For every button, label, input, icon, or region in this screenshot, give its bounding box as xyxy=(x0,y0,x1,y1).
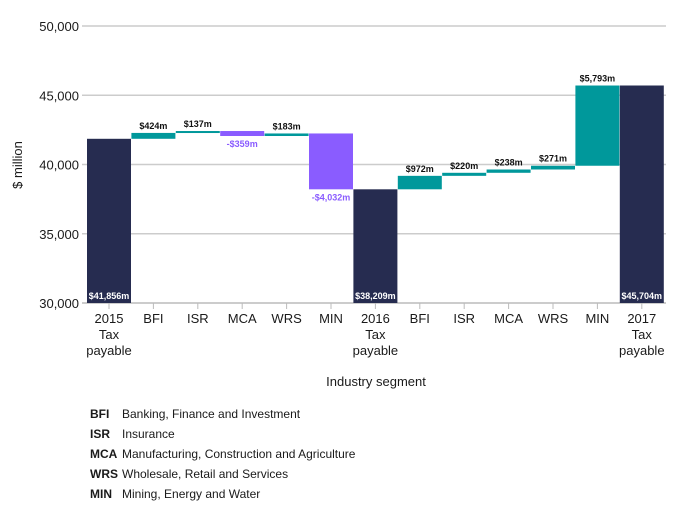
x-category-label: 2016 xyxy=(361,311,390,326)
x-category-label: WRS xyxy=(271,311,302,326)
x-category-label: Tax xyxy=(632,327,653,342)
legend-abbreviation: MIN xyxy=(90,487,112,501)
gridlines xyxy=(82,25,666,304)
value-label: $972m xyxy=(406,164,434,174)
legend-description: Insurance xyxy=(122,427,175,441)
decrease-bar xyxy=(309,133,353,190)
y-axis-title: $ million xyxy=(10,141,25,189)
value-label: $271m xyxy=(539,154,567,164)
increase-bar xyxy=(442,172,487,176)
x-category-label: 2017 xyxy=(627,311,656,326)
decrease-bar xyxy=(220,131,265,136)
value-label: $238m xyxy=(495,157,523,167)
x-category-label: payable xyxy=(353,343,399,358)
value-label: -$359m xyxy=(227,139,258,149)
value-label: -$4,032m xyxy=(312,192,351,202)
legend-item: MCA Manufacturing, Construction and Agric… xyxy=(90,444,355,464)
total-bar xyxy=(87,138,131,303)
legend-description: Banking, Finance and Investment xyxy=(122,407,301,421)
value-label: $5,793m xyxy=(580,74,616,84)
increase-bar xyxy=(175,131,220,134)
value-label: $41,856m xyxy=(89,291,130,301)
x-category-label: ISR xyxy=(453,311,475,326)
increase-bar xyxy=(575,85,620,166)
x-category-label: MIN xyxy=(319,311,343,326)
x-category-label: Tax xyxy=(365,327,386,342)
x-category-label: 2015 xyxy=(95,311,124,326)
value-label: $183m xyxy=(273,121,301,131)
y-axis-ticks: 30,000 35,000 40,000 45,000 50,000 xyxy=(39,19,79,311)
legend-item: WRS Wholesale, Retail and Services xyxy=(90,464,355,484)
total-bar xyxy=(619,85,664,303)
x-category-label: Tax xyxy=(99,327,120,342)
total-bar xyxy=(353,189,398,303)
y-tick-label: 35,000 xyxy=(39,227,79,242)
legend-description: Manufacturing, Construction and Agricult… xyxy=(122,447,356,461)
legend-abbreviation: ISR xyxy=(90,427,111,441)
legend-item: MIN Mining, Energy and Water xyxy=(90,484,355,504)
legend-item: BFI Banking, Finance and Investment xyxy=(90,404,355,424)
value-label: $137m xyxy=(184,119,212,129)
x-category-label: payable xyxy=(619,343,665,358)
value-label: $38,209m xyxy=(355,291,396,301)
x-category-label: WRS xyxy=(538,311,569,326)
x-axis-title: Industry segment xyxy=(326,374,426,389)
value-label: $45,704m xyxy=(622,291,663,301)
increase-bar xyxy=(131,132,176,139)
x-category-label: MCA xyxy=(228,311,257,326)
x-category-label: BFI xyxy=(143,311,163,326)
legend-description: Mining, Energy and Water xyxy=(122,487,261,501)
x-category-label: ISR xyxy=(187,311,209,326)
increase-bar xyxy=(397,175,442,190)
y-tick-label: 50,000 xyxy=(39,19,79,34)
x-category-label: MCA xyxy=(494,311,523,326)
value-label: $424m xyxy=(139,121,167,131)
y-tick-label: 45,000 xyxy=(39,88,79,103)
value-labels: $41,856m $424m $137m -$359m $183m -$4,032m $38… xyxy=(89,74,662,301)
bars xyxy=(87,85,664,303)
x-category-label: MIN xyxy=(585,311,609,326)
legend-abbreviation: MCA xyxy=(90,447,118,461)
increase-bar xyxy=(531,165,575,170)
legend-abbreviation: BFI xyxy=(90,407,110,421)
legend: BFI Banking, Finance and Investment ISR Ins… xyxy=(90,404,355,504)
y-tick-label: 30,000 xyxy=(39,296,79,311)
x-category-label: payable xyxy=(86,343,132,358)
legend-description: Wholesale, Retail and Services xyxy=(122,467,289,481)
y-tick-label: 40,000 xyxy=(39,158,79,173)
legend-abbreviation: WRS xyxy=(90,467,118,481)
increase-bar xyxy=(486,169,531,173)
x-category-label: BFI xyxy=(410,311,430,326)
legend-item: ISR Insurance xyxy=(90,424,355,444)
value-label: $220m xyxy=(450,161,478,171)
increase-bar xyxy=(264,133,309,136)
